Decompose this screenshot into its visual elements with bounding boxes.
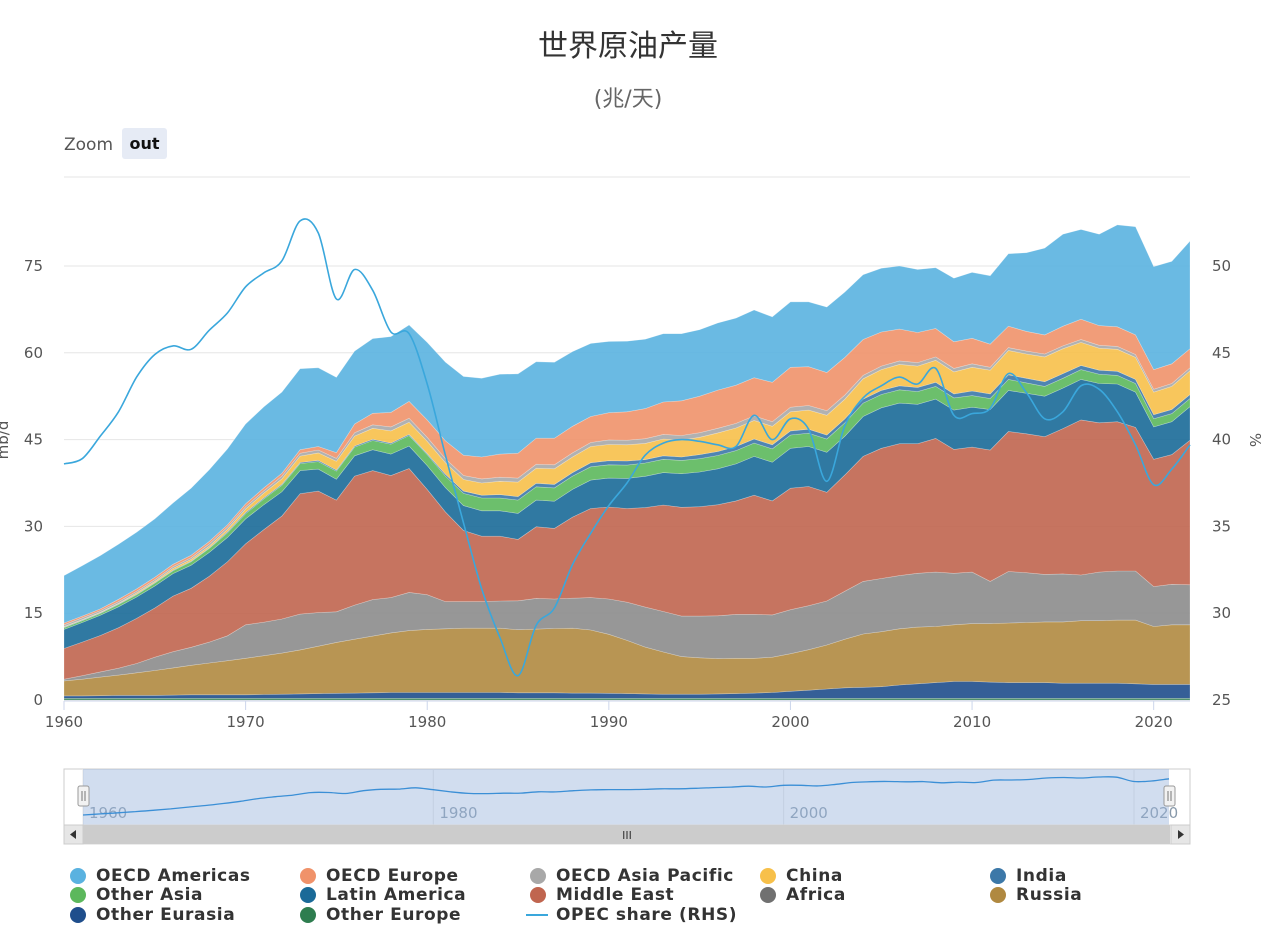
- navigator-series-line: [82, 776, 1170, 816]
- scroll-right-button[interactable]: [1170, 824, 1191, 845]
- legend-label: Africa: [786, 885, 846, 906]
- arrow-left-icon: [70, 830, 76, 839]
- legend-dot-icon: [760, 887, 776, 904]
- legend-item-india[interactable]: India: [984, 866, 1214, 886]
- legend-label: OECD Americas: [96, 865, 251, 886]
- legend-dot-icon: [300, 906, 316, 923]
- line-opec-share[interactable]: [63, 218, 1191, 677]
- scrollbar[interactable]: III: [63, 824, 1191, 845]
- stacked-areas: [63, 224, 1191, 701]
- navigator-selection[interactable]: [83, 769, 1169, 825]
- legend-label: Other Europe: [326, 904, 462, 925]
- y-axis-right: 25 30 35 40 45 50: [1212, 257, 1231, 709]
- legend-dot-icon: [70, 867, 86, 884]
- legend-label: Other Asia: [96, 885, 204, 906]
- y-tick-label: 15: [24, 604, 43, 622]
- legend-dot-icon: [990, 867, 1006, 884]
- legend-label: Middle East: [556, 885, 675, 906]
- x-tick-label: 1970: [227, 713, 265, 731]
- legend-dot-icon: [300, 867, 316, 884]
- legend-dot-icon: [70, 906, 86, 923]
- legend-dot-icon: [760, 867, 776, 884]
- x-tick-label: 1960: [45, 713, 83, 731]
- legend-label: OECD Europe: [326, 865, 459, 886]
- legend-item-opec-share-rhs[interactable]: OPEC share (RHS): [524, 905, 754, 925]
- y2-axis-title: %: [1246, 433, 1264, 447]
- x-tick-label: 2000: [771, 713, 809, 731]
- legend-label: India: [1016, 865, 1067, 886]
- navigator-left-handle[interactable]: [77, 785, 90, 807]
- scrollbar-grip-icon: III: [622, 829, 632, 842]
- legend-item-china[interactable]: China: [754, 866, 984, 886]
- legend-dot-icon: [990, 887, 1006, 904]
- y-axis-left: 0 15 30 45 60 75: [24, 257, 43, 709]
- legend-item-oecd-europe[interactable]: OECD Europe: [294, 866, 524, 886]
- opec-line-group: [63, 218, 1191, 677]
- chart-subtitle: (兆/天): [594, 87, 663, 112]
- x-tick-label: 1980: [408, 713, 446, 731]
- legend-item-latin-america[interactable]: Latin America: [294, 885, 524, 906]
- legend-label: Latin America: [326, 885, 467, 906]
- y2-tick-label: 30: [1212, 604, 1231, 622]
- scroll-left-button[interactable]: [63, 824, 84, 845]
- y-tick-label: 60: [24, 344, 43, 362]
- legend-label: Other Eurasia: [96, 904, 236, 925]
- legend-label: OPEC share (RHS): [556, 904, 738, 925]
- navigator[interactable]: 1960 1980 2000 2020: [63, 768, 1191, 826]
- scrollbar-thumb[interactable]: [83, 825, 1170, 844]
- navigator-right-handle[interactable]: [1163, 785, 1176, 807]
- navigator-tick-label: 1980: [439, 804, 477, 822]
- y-tick-label: 75: [24, 257, 43, 275]
- legend-label: China: [786, 865, 843, 886]
- zoom-label: Zoom: [64, 135, 113, 155]
- y2-tick-label: 45: [1212, 344, 1231, 362]
- arrow-right-icon: [1178, 830, 1184, 839]
- y2-tick-label: 40: [1212, 431, 1231, 449]
- legend-item-oecd-asia-pacific[interactable]: OECD Asia Pacific: [524, 866, 754, 886]
- y2-tick-label: 25: [1212, 691, 1231, 709]
- legend-line-icon: [526, 913, 548, 916]
- legend-item-other-asia[interactable]: Other Asia: [64, 885, 294, 906]
- legend: OECD Americas OECD Europe OECD Asia Pacifi…: [64, 866, 1214, 925]
- area-oecd-americas[interactable]: [63, 224, 1191, 624]
- legend-dot-icon: [300, 887, 316, 904]
- navigator-tick-label: 2000: [790, 804, 828, 822]
- legend-label: Russia: [1016, 885, 1083, 906]
- navigator-frame: [63, 768, 1191, 826]
- chart-title: 世界原油产量: [538, 29, 718, 64]
- x-tick-label: 2010: [953, 713, 991, 731]
- x-axis: 1960 1970 1980 1990 2000 2010 2020: [45, 700, 1190, 731]
- legend-dot-icon: [70, 887, 86, 904]
- y-tick-label: 0: [33, 691, 43, 709]
- y-tick-label: 45: [24, 431, 43, 449]
- y2-tick-label: 35: [1212, 517, 1231, 535]
- legend-item-other-eurasia[interactable]: Other Eurasia: [64, 905, 294, 925]
- legend-item-other-europe[interactable]: Other Europe: [294, 905, 524, 925]
- x-tick-label: 1990: [590, 713, 628, 731]
- y-tick-label: 30: [24, 517, 43, 535]
- legend-dot-icon: [530, 867, 546, 884]
- navigator-tick-label: 2020: [1140, 804, 1178, 822]
- y-axis-title: mb/d: [0, 421, 12, 460]
- x-tick-label: 2020: [1135, 713, 1173, 731]
- legend-dot-icon: [530, 887, 546, 904]
- legend-label: OECD Asia Pacific: [556, 865, 734, 886]
- zoom-out-button[interactable]: out: [122, 128, 167, 159]
- legend-item-oecd-americas[interactable]: OECD Americas: [64, 866, 294, 886]
- legend-item-africa[interactable]: Africa: [754, 885, 984, 906]
- legend-item-russia[interactable]: Russia: [984, 885, 1214, 906]
- y2-tick-label: 50: [1212, 257, 1231, 275]
- zoom-out-button-label: out: [129, 134, 159, 153]
- legend-item-middle-east[interactable]: Middle East: [524, 885, 754, 906]
